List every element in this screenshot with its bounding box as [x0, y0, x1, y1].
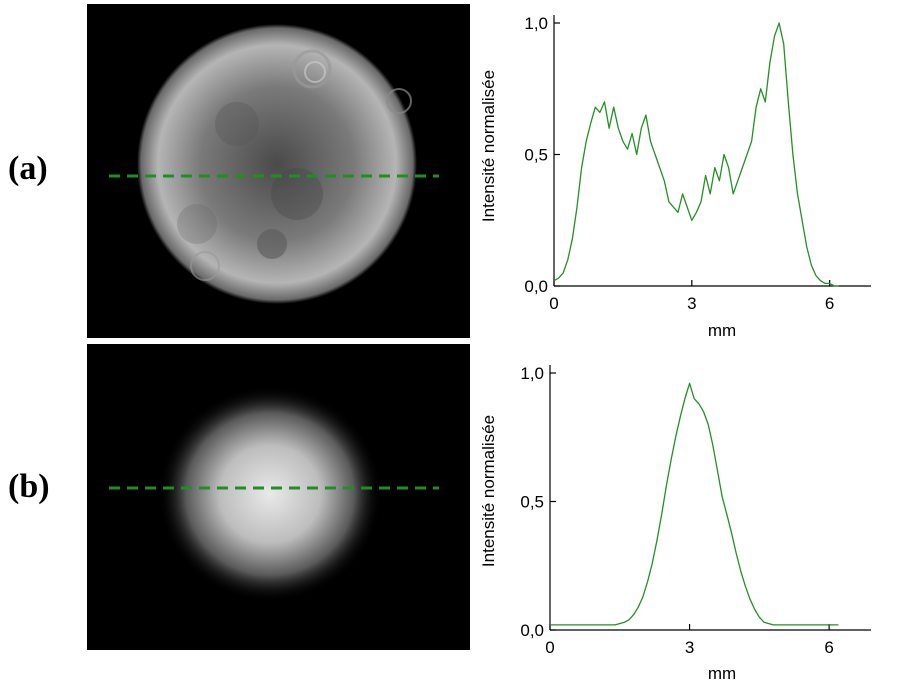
x-tick-label: 3: [687, 294, 696, 313]
x-axis-title-b: mm: [708, 664, 736, 683]
intensity-profile-chart-a: Intensité normalisée mm 0,0 0,5 1,0 0 3 6: [479, 14, 871, 340]
y-tick-label: 1,0: [520, 364, 544, 383]
panel-label-b: (b): [8, 468, 50, 505]
x-tick-label: 0: [545, 638, 554, 657]
y-axis-title-a: Intensité normalisée: [479, 70, 498, 222]
y-tick-label: 0,0: [524, 277, 548, 296]
x-tick-label: 0: [549, 294, 558, 313]
x-tick-label: 6: [825, 294, 834, 313]
x-axis-title-a: mm: [708, 321, 736, 340]
x-tick-label: 3: [685, 638, 694, 657]
y-tick-label: 0,0: [520, 621, 544, 640]
beam-image-a: [87, 4, 470, 338]
profile-line: [553, 22, 839, 287]
y-axis-title-b: Intensité normalisée: [479, 415, 498, 567]
profile-line: [550, 382, 839, 626]
y-tick-label: 0,5: [524, 146, 548, 165]
beam-image-b: [87, 344, 470, 650]
x-tick-label: 6: [824, 638, 833, 657]
intensity-profile-chart-b: Intensité normalisée mm 0,0 0,5 1,0 0 3 6: [479, 364, 871, 683]
panel-label-a: (a): [8, 150, 48, 187]
y-tick-label: 0,5: [520, 493, 544, 512]
y-tick-label: 1,0: [524, 14, 548, 33]
